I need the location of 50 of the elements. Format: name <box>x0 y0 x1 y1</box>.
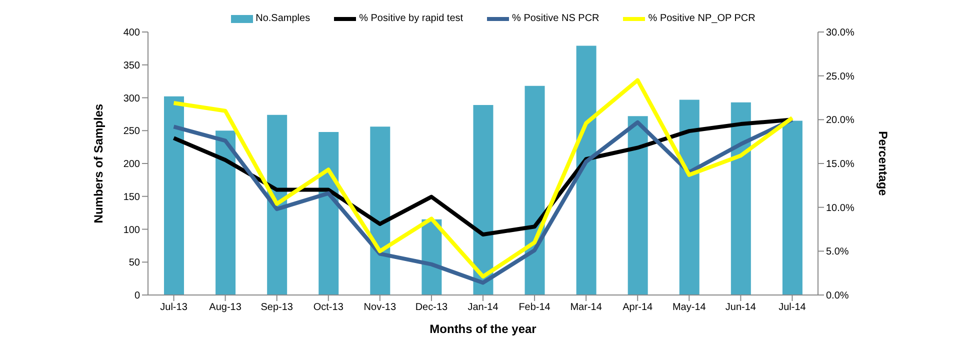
x-tick-label: Aug-13 <box>209 302 242 314</box>
y-tick-label: 50 <box>128 258 140 269</box>
x-tick-label: Nov-13 <box>364 302 396 314</box>
y2-tick-label: 30.0% <box>826 28 854 39</box>
y2-tick-label: 5.0% <box>826 246 849 258</box>
legend-label: % Positive NP_OP PCR <box>647 13 756 24</box>
x-tick-label: Apr-14 <box>622 302 654 314</box>
y2-tick-label: 0.0% <box>826 290 849 302</box>
x-tick-label: Jun-14 <box>725 302 756 314</box>
x-tick-label: Dec-13 <box>415 302 448 314</box>
bar <box>730 102 751 295</box>
x-tick-label: Feb-14 <box>518 302 551 314</box>
bar <box>576 46 596 295</box>
x-tick-label: Sep-13 <box>260 302 294 314</box>
bar <box>628 116 648 295</box>
y-tick-label: 250 <box>123 126 140 138</box>
line-series <box>172 78 794 279</box>
x-axis-title: Months of the year <box>430 322 537 336</box>
legend-label: No.Samples <box>254 13 310 24</box>
bar <box>679 100 700 295</box>
legend-label: % Positive NS PCR <box>511 13 600 24</box>
bar <box>216 130 236 295</box>
bar <box>318 132 339 295</box>
x-tick-label: Mar-14 <box>570 302 602 314</box>
legend-label: % Positive by rapid test <box>358 13 464 24</box>
y2-tick-label: 20.0% <box>826 115 854 126</box>
y-axis-title: Numbers of Samples <box>91 103 106 224</box>
y-tick-label: 100 <box>123 224 140 236</box>
y-tick-label: 200 <box>123 159 140 170</box>
y2-axis-title: Percentage <box>876 131 890 196</box>
bar <box>473 104 494 295</box>
x-tick-label: Jul-14 <box>778 302 806 314</box>
bar <box>267 114 288 295</box>
bar <box>524 86 545 295</box>
x-tick-label: Jan-14 <box>468 302 499 314</box>
line-series <box>172 118 794 285</box>
y-tick-label: 0 <box>134 290 140 302</box>
y-tick-label: 350 <box>123 60 140 72</box>
x-tick-label: Oct-13 <box>313 302 344 314</box>
y2-tick-label: 10.0% <box>826 202 854 214</box>
y-tick-label: 300 <box>123 93 140 104</box>
bar <box>782 120 802 295</box>
bar <box>164 96 184 295</box>
x-tick-label: Jul-13 <box>160 302 188 314</box>
bar <box>370 126 390 295</box>
y-tick-label: 150 <box>123 192 140 203</box>
x-tick-label: May-14 <box>672 302 706 314</box>
y2-tick-label: 25.0% <box>826 71 854 82</box>
y2-tick-label: 15.0% <box>826 159 854 170</box>
y-tick-label: 400 <box>123 28 140 39</box>
